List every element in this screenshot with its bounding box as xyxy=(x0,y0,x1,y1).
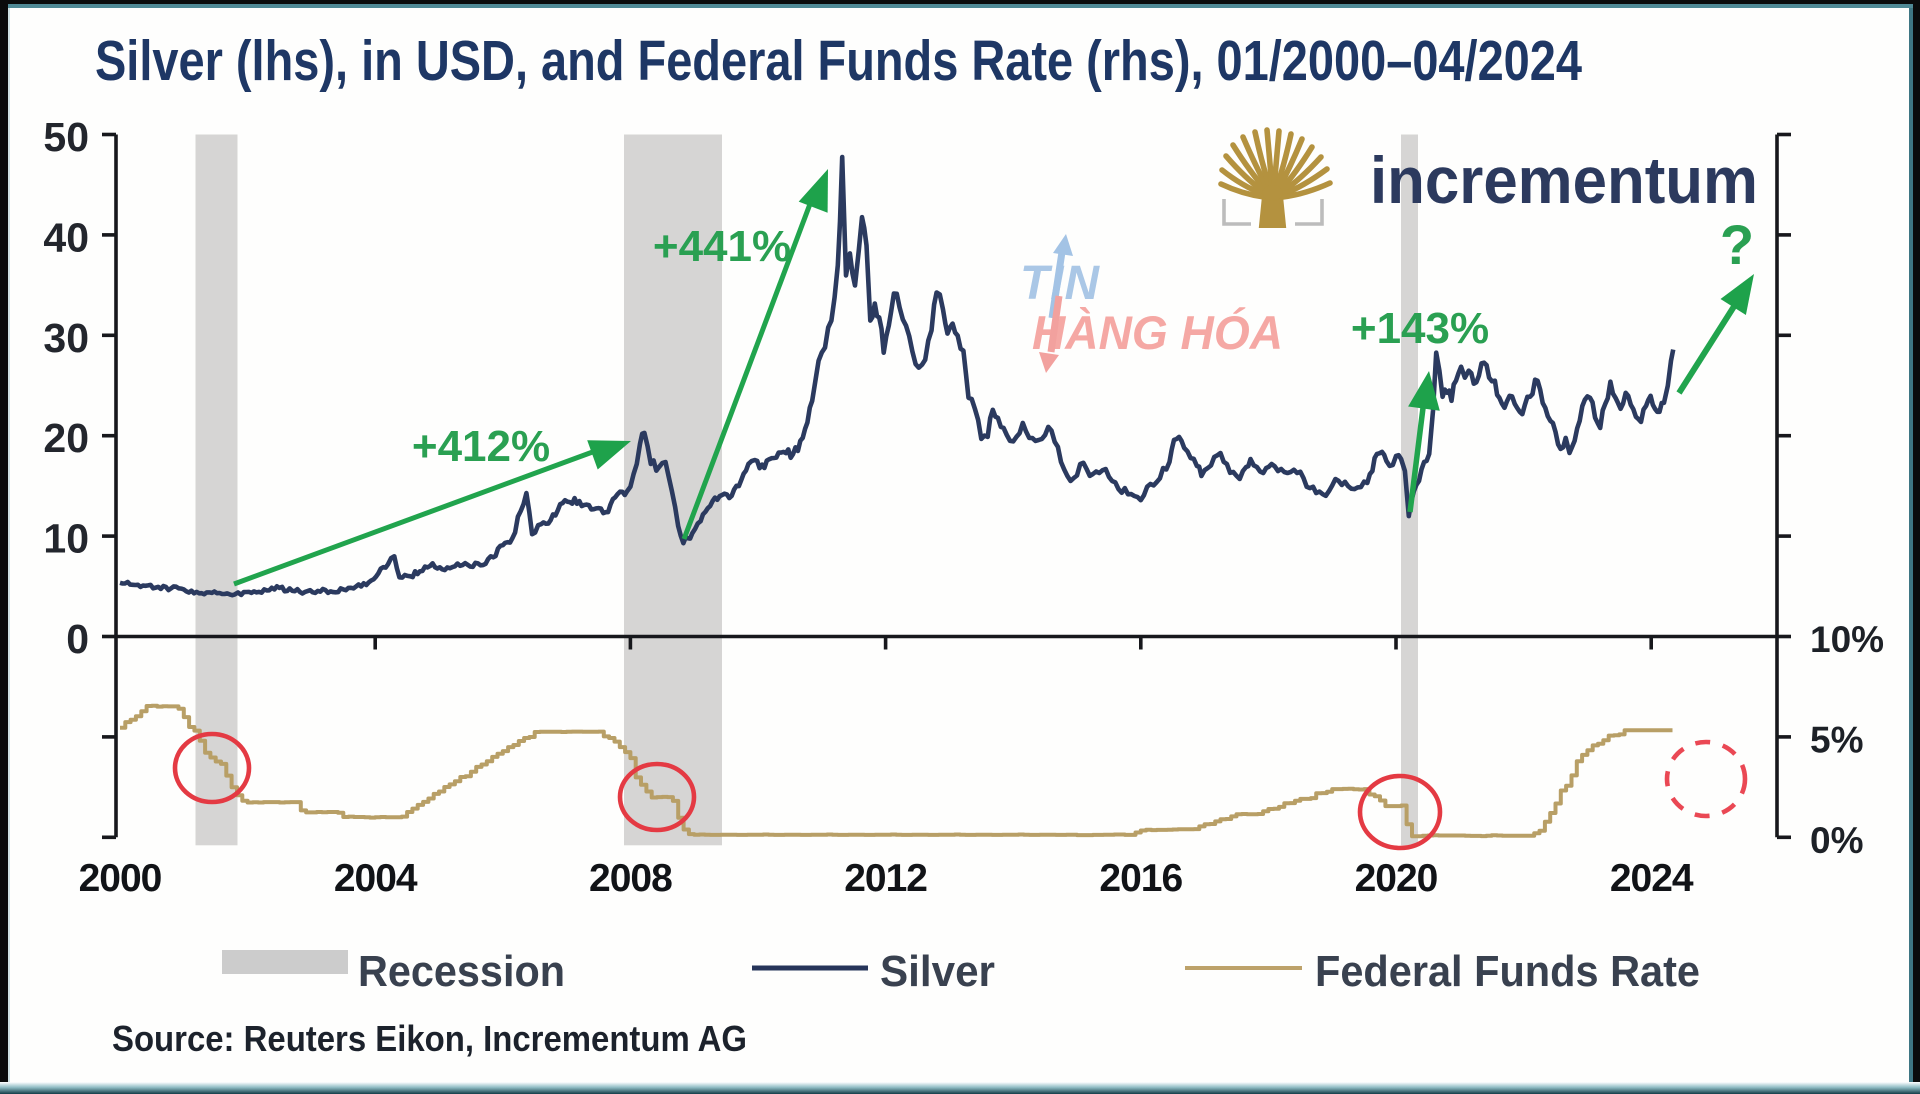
svg-text:2004: 2004 xyxy=(334,857,418,900)
svg-text:10%: 10% xyxy=(1810,619,1884,660)
svg-text:0%: 0% xyxy=(1810,820,1863,861)
svg-text:Source: Reuters Eikon, Increme: Source: Reuters Eikon, Incrementum AG xyxy=(112,1018,747,1059)
svg-text:50: 50 xyxy=(43,114,89,160)
svg-text:10: 10 xyxy=(43,516,89,562)
svg-text:Federal Funds Rate: Federal Funds Rate xyxy=(1315,947,1700,996)
svg-text:Recession: Recession xyxy=(358,947,565,996)
svg-text:2020: 2020 xyxy=(1355,857,1438,900)
svg-text:20: 20 xyxy=(43,415,89,461)
svg-text:incrementum: incrementum xyxy=(1370,143,1758,217)
svg-text:2012: 2012 xyxy=(844,857,927,900)
svg-text:2008: 2008 xyxy=(589,857,672,900)
svg-text:HÀNG HÓA: HÀNG HÓA xyxy=(1032,306,1283,359)
svg-text:0: 0 xyxy=(66,616,89,662)
svg-text:+412%: +412% xyxy=(412,422,550,471)
svg-text:2024: 2024 xyxy=(1610,857,1694,900)
svg-text:2000: 2000 xyxy=(79,857,162,900)
svg-text:?: ? xyxy=(1720,213,1754,276)
svg-text:Silver (lhs), in USD, and Fede: Silver (lhs), in USD, and Federal Funds … xyxy=(95,29,1582,93)
svg-text:+143%: +143% xyxy=(1351,304,1489,353)
svg-text:30: 30 xyxy=(43,315,89,361)
svg-text:40: 40 xyxy=(43,214,89,260)
svg-text:5%: 5% xyxy=(1810,719,1863,760)
svg-text:2016: 2016 xyxy=(1099,857,1182,900)
svg-text:+441%: +441% xyxy=(653,222,791,271)
svg-text:Silver: Silver xyxy=(880,947,995,996)
